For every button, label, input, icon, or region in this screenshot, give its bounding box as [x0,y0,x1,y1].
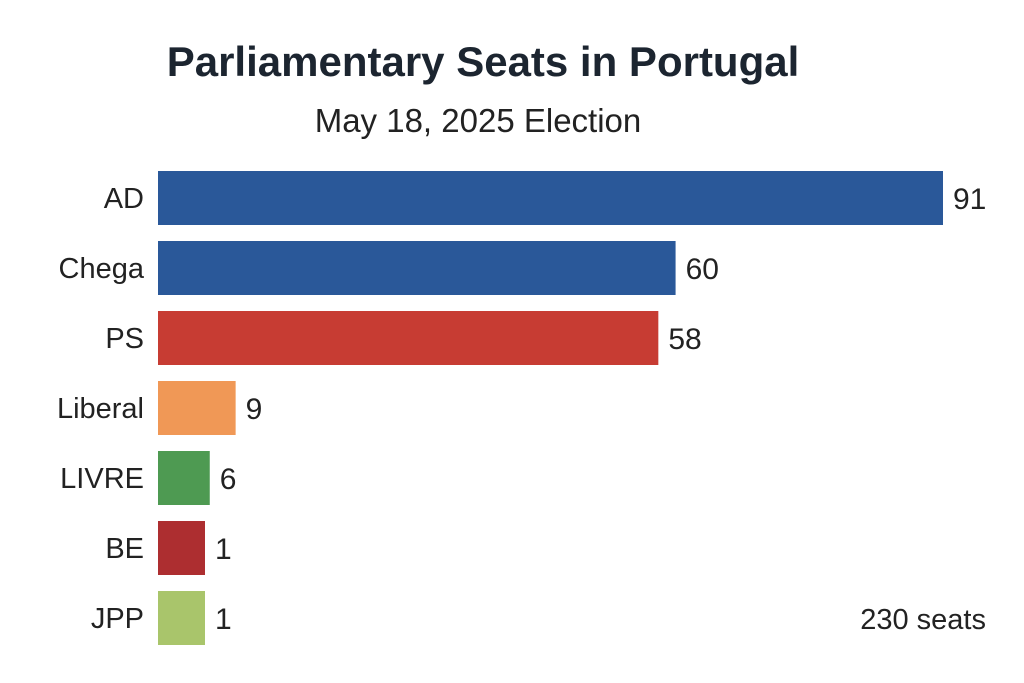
data-label: 1 [215,533,232,566]
data-label: 58 [668,323,701,356]
bar-be [158,521,205,575]
bar-ad [158,171,943,225]
data-label: 6 [220,463,237,496]
bar-livre [158,451,210,505]
bar-chega [158,241,676,295]
data-label: 9 [246,393,263,426]
bar-jpp [158,591,205,645]
data-label: 60 [686,253,719,286]
chart-title: Parliamentary Seats in Portugal [166,38,800,85]
category-label: AD [104,183,144,215]
category-label: JPP [91,603,144,635]
chart-subtitle: May 18, 2025 Election [314,102,642,139]
category-label: Chega [59,253,145,285]
bar-liberal [158,381,236,435]
category-label: BE [105,533,144,565]
category-label: Liberal [57,393,144,425]
data-label: 1 [215,603,232,636]
total-seats-annotation: 230 seats [860,604,986,636]
bar-ps [158,311,659,365]
data-label: 91 [953,183,986,216]
category-label: LIVRE [60,463,144,495]
category-label: PS [105,323,144,355]
